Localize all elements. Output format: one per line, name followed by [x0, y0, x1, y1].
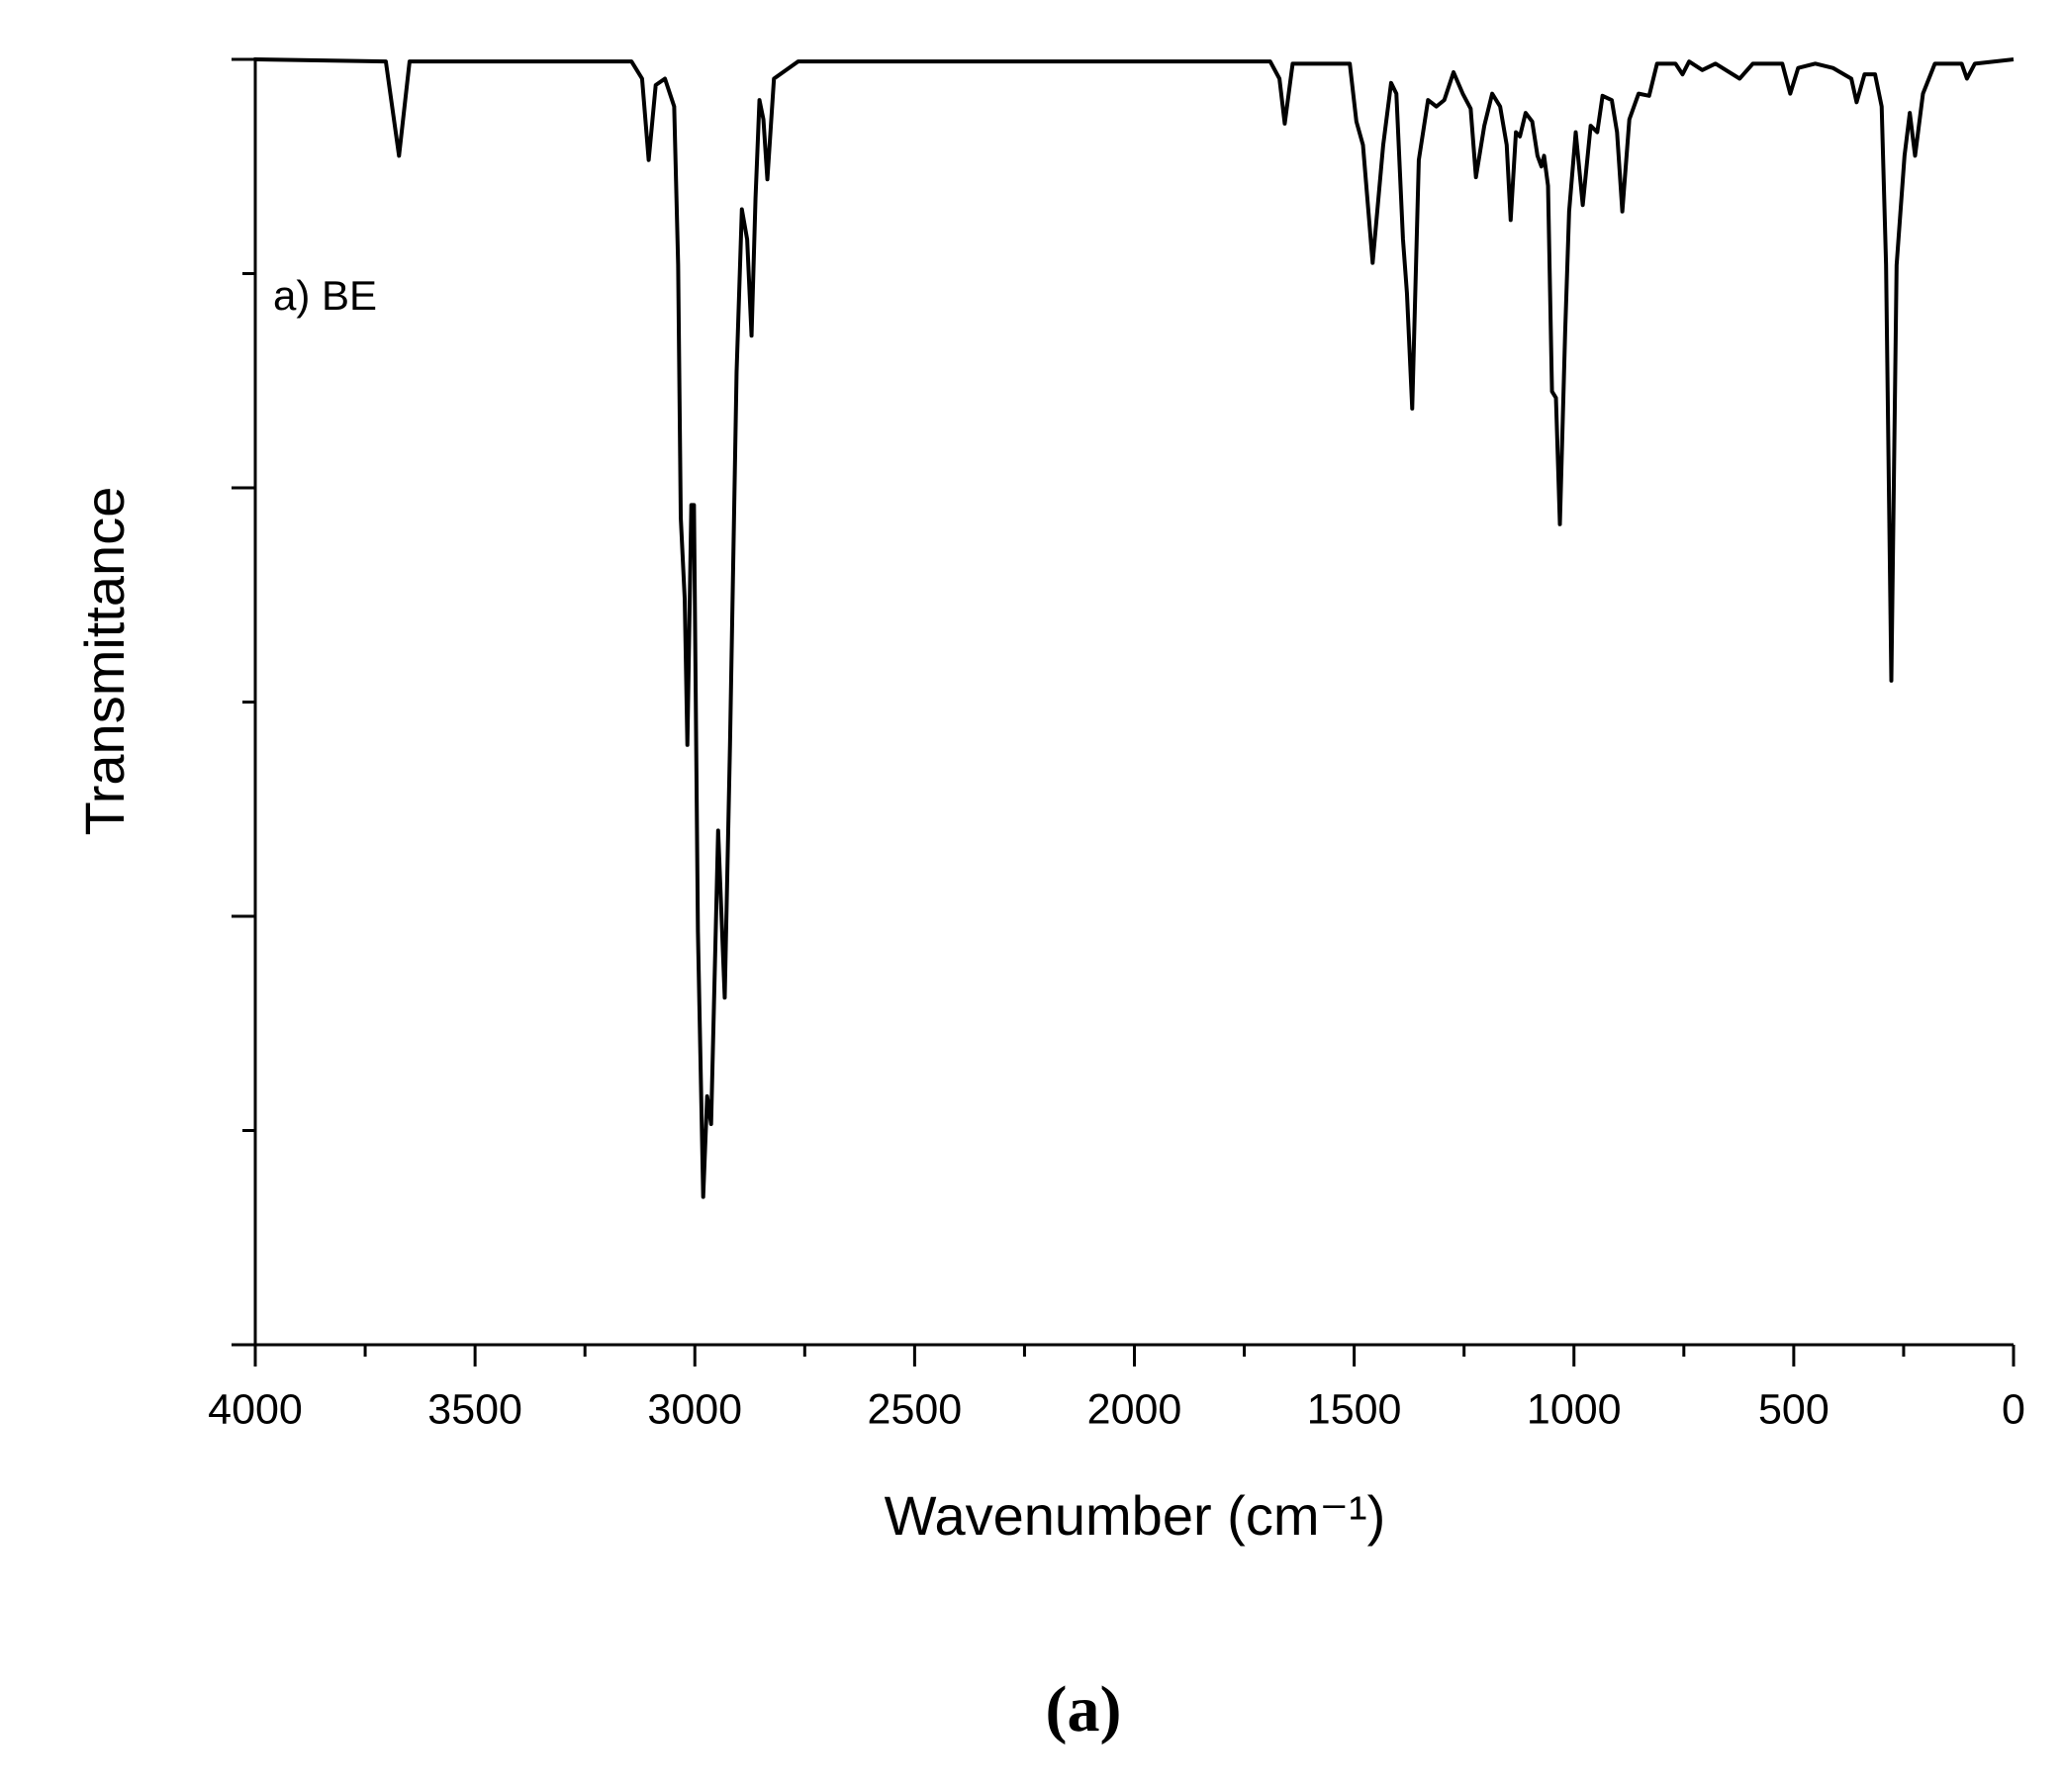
x-tick-label: 4000 — [208, 1385, 303, 1433]
x-axis-label: Wavenumber (cm⁻¹) — [885, 1484, 1386, 1547]
x-tick-label: 2500 — [868, 1385, 963, 1433]
x-tick-label: 3000 — [647, 1385, 742, 1433]
panel-caption: (a) — [1046, 1673, 1122, 1745]
x-tick-label: 500 — [1758, 1385, 1829, 1433]
y-axis-label: Transmittance — [73, 487, 136, 836]
x-tick-label: 1000 — [1527, 1385, 1622, 1433]
x-tick-label: 2000 — [1087, 1385, 1182, 1433]
spectrum-line — [254, 57, 2015, 1199]
x-tick-label: 1500 — [1307, 1385, 1402, 1433]
x-tick-label: 0 — [2002, 1385, 2025, 1433]
annotation: a) BE — [273, 272, 377, 319]
x-tick-label: 3500 — [427, 1385, 522, 1433]
